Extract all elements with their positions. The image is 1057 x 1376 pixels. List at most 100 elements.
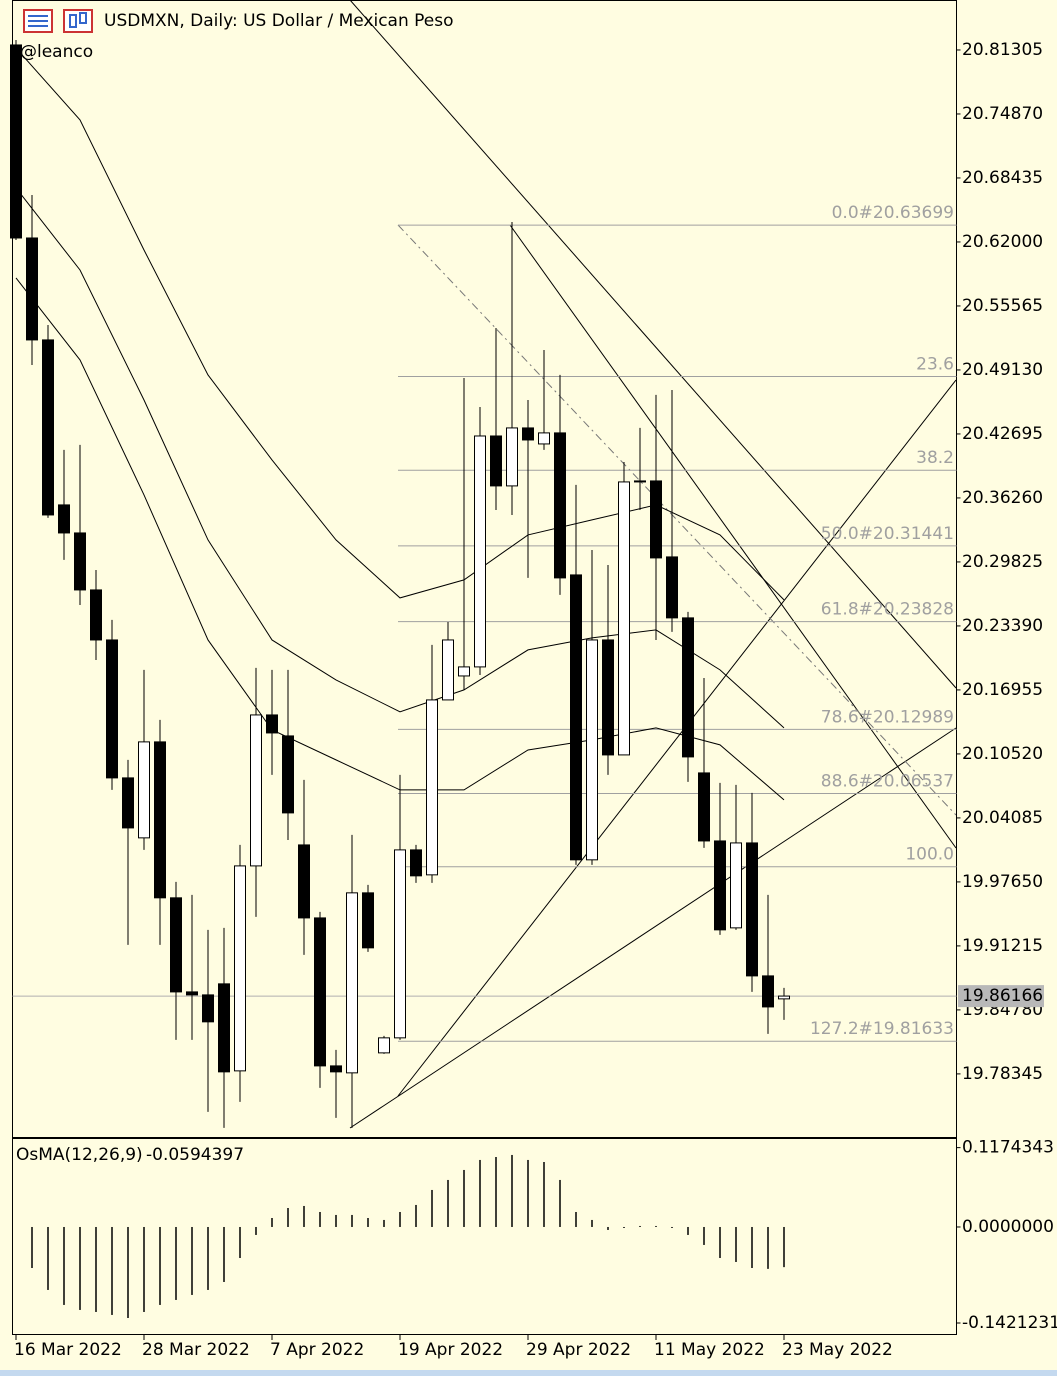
candle-body bbox=[538, 432, 550, 445]
candle-body bbox=[586, 639, 598, 861]
x-tick-label: 19 Apr 2022 bbox=[398, 1340, 503, 1360]
fib-label: 100.0 bbox=[905, 845, 954, 865]
y-tick-label: 20.16955 bbox=[962, 680, 1043, 700]
indicator-value: -0.0594397 bbox=[146, 1145, 244, 1165]
y-tick-label: 0.1174343 bbox=[962, 1138, 1054, 1158]
candle-body bbox=[42, 339, 54, 516]
current-price-box bbox=[958, 985, 1044, 1008]
trend-line bbox=[349, 727, 957, 1129]
fib-label: 127.2#19.81633 bbox=[810, 1019, 954, 1039]
candle-body bbox=[202, 994, 214, 1023]
fib-label: 38.2 bbox=[916, 448, 954, 468]
y-tick-label: 20.04085 bbox=[962, 808, 1043, 828]
y-tick-label: 19.91215 bbox=[962, 936, 1043, 956]
x-tick-label: 23 May 2022 bbox=[782, 1340, 893, 1360]
indicator-frame bbox=[12, 1138, 957, 1335]
y-tick-label: 0.0000000 bbox=[962, 1217, 1054, 1237]
fib-label: 0.0#20.63699 bbox=[832, 203, 954, 223]
chart-title: USDMXN, Daily: US Dollar / Mexican Peso bbox=[104, 11, 454, 31]
fib-label: 78.6#20.12989 bbox=[821, 707, 954, 727]
candle-body bbox=[410, 849, 422, 877]
candle-body bbox=[362, 892, 374, 949]
author: @leanco bbox=[20, 42, 93, 62]
candle-body bbox=[746, 842, 758, 977]
current-price-label: 19.86166 bbox=[962, 986, 1043, 1006]
candle-body bbox=[666, 556, 678, 619]
candle-body bbox=[138, 741, 150, 839]
trend-line bbox=[349, 0, 957, 689]
candle-body bbox=[554, 432, 566, 579]
candle-body bbox=[762, 975, 774, 1008]
y-tick-label: 19.78345 bbox=[962, 1064, 1043, 1084]
y-tick-label: 20.55565 bbox=[962, 296, 1043, 316]
candle-body bbox=[682, 617, 694, 758]
candle-body bbox=[250, 714, 262, 867]
candle-body bbox=[394, 849, 406, 1039]
candle-body bbox=[218, 983, 230, 1073]
candle-body bbox=[490, 435, 502, 487]
candle-body bbox=[106, 639, 118, 779]
candle-body bbox=[474, 435, 486, 668]
fib-label: 50.0#20.31441 bbox=[821, 524, 954, 544]
candle-body bbox=[378, 1037, 390, 1054]
candle-body bbox=[602, 639, 614, 756]
y-tick-label: 20.23390 bbox=[962, 616, 1043, 636]
y-tick-label: 20.68435 bbox=[962, 168, 1043, 188]
candle-body bbox=[154, 741, 166, 899]
y-tick-label: 20.10520 bbox=[962, 744, 1043, 764]
icon bbox=[63, 9, 93, 33]
candle-body bbox=[234, 865, 246, 1072]
candle-body bbox=[522, 427, 534, 441]
candle-body bbox=[426, 699, 438, 876]
candle-body bbox=[730, 842, 742, 929]
candle-body bbox=[570, 574, 582, 861]
fib-label: 23.6 bbox=[916, 355, 954, 375]
x-tick-label: 11 May 2022 bbox=[654, 1340, 765, 1360]
trend-line bbox=[509, 224, 957, 849]
y-tick-label: 20.49130 bbox=[962, 360, 1043, 380]
y-tick-label: 20.62000 bbox=[962, 232, 1043, 252]
icon bbox=[79, 12, 87, 24]
candle-body bbox=[714, 840, 726, 931]
candle-body bbox=[74, 532, 86, 591]
candle-body bbox=[778, 995, 790, 1000]
candle-body bbox=[330, 1065, 342, 1073]
y-tick-label: 20.29825 bbox=[962, 552, 1043, 572]
y-tick-label: 20.74870 bbox=[962, 104, 1043, 124]
x-tick-label: 29 Apr 2022 bbox=[526, 1340, 631, 1360]
drawings bbox=[349, 0, 957, 1129]
candle-body bbox=[282, 735, 294, 814]
candle-body bbox=[10, 44, 22, 239]
candle-body bbox=[298, 844, 310, 919]
fib-label: 88.6#20.06537 bbox=[821, 772, 954, 792]
candle-body bbox=[634, 480, 646, 483]
header-icons bbox=[23, 9, 93, 33]
y-tick-label: 20.36260 bbox=[962, 488, 1043, 508]
candle-body bbox=[266, 714, 278, 734]
y-tick-label: 20.42695 bbox=[962, 424, 1043, 444]
status-strip bbox=[0, 1370, 1057, 1376]
fib-label: 61.8#20.23828 bbox=[821, 600, 954, 620]
y-tick-label: 19.97650 bbox=[962, 872, 1043, 892]
indicator-title: OsMA(12,26,9) bbox=[16, 1145, 143, 1165]
candle-body bbox=[618, 481, 630, 756]
icon bbox=[69, 14, 77, 28]
candle-body bbox=[90, 589, 102, 641]
x-tick-label: 7 Apr 2022 bbox=[270, 1340, 364, 1360]
trend-line bbox=[397, 379, 957, 1097]
candle-body bbox=[346, 892, 358, 1074]
candle-body bbox=[170, 897, 182, 993]
plot-frame bbox=[12, 0, 957, 1138]
candle-body bbox=[650, 480, 662, 559]
candle-body bbox=[442, 639, 454, 701]
candle-body bbox=[122, 777, 134, 829]
candle-body bbox=[186, 991, 198, 996]
x-tick-label: 28 Mar 2022 bbox=[142, 1340, 250, 1360]
x-tick-label: 16 Mar 2022 bbox=[14, 1340, 122, 1360]
candle-body bbox=[698, 772, 710, 842]
y-tick-label: 20.81305 bbox=[962, 40, 1043, 60]
candle-body bbox=[58, 504, 70, 534]
candle-body bbox=[26, 237, 38, 341]
